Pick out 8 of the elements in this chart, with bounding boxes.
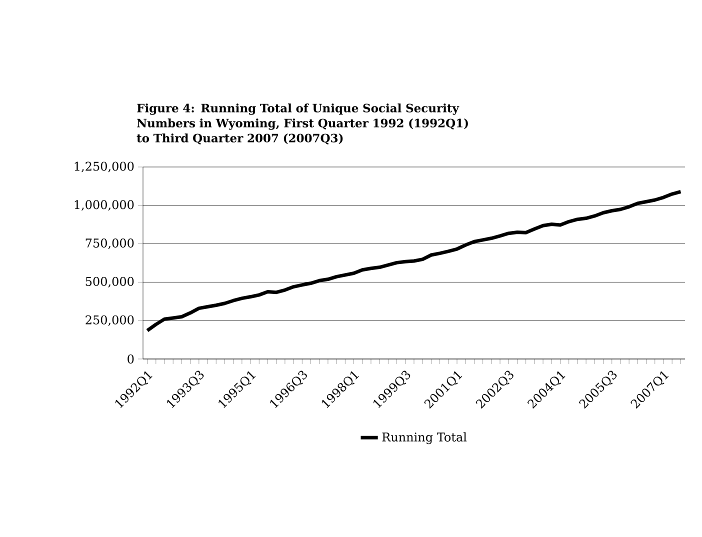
legend-label: Running Total [382, 432, 467, 444]
y-tick-label: 500,000 [86, 276, 134, 288]
y-tick-label: 1,250,000 [74, 162, 134, 172]
chart-title: Figure 4: Running Total of Unique Social Security Numbers in Wyoming, First Quarter 1992 (1992Q1) to Third Quarter 2007 (2007Q3) [136, 104, 468, 144]
y-tick-label: 1,000,000 [74, 200, 134, 211]
y-tick-label: 750,000 [86, 238, 134, 250]
y-tick-label: 0 [128, 354, 134, 364]
y-tick-label: 250,000 [86, 315, 134, 326]
